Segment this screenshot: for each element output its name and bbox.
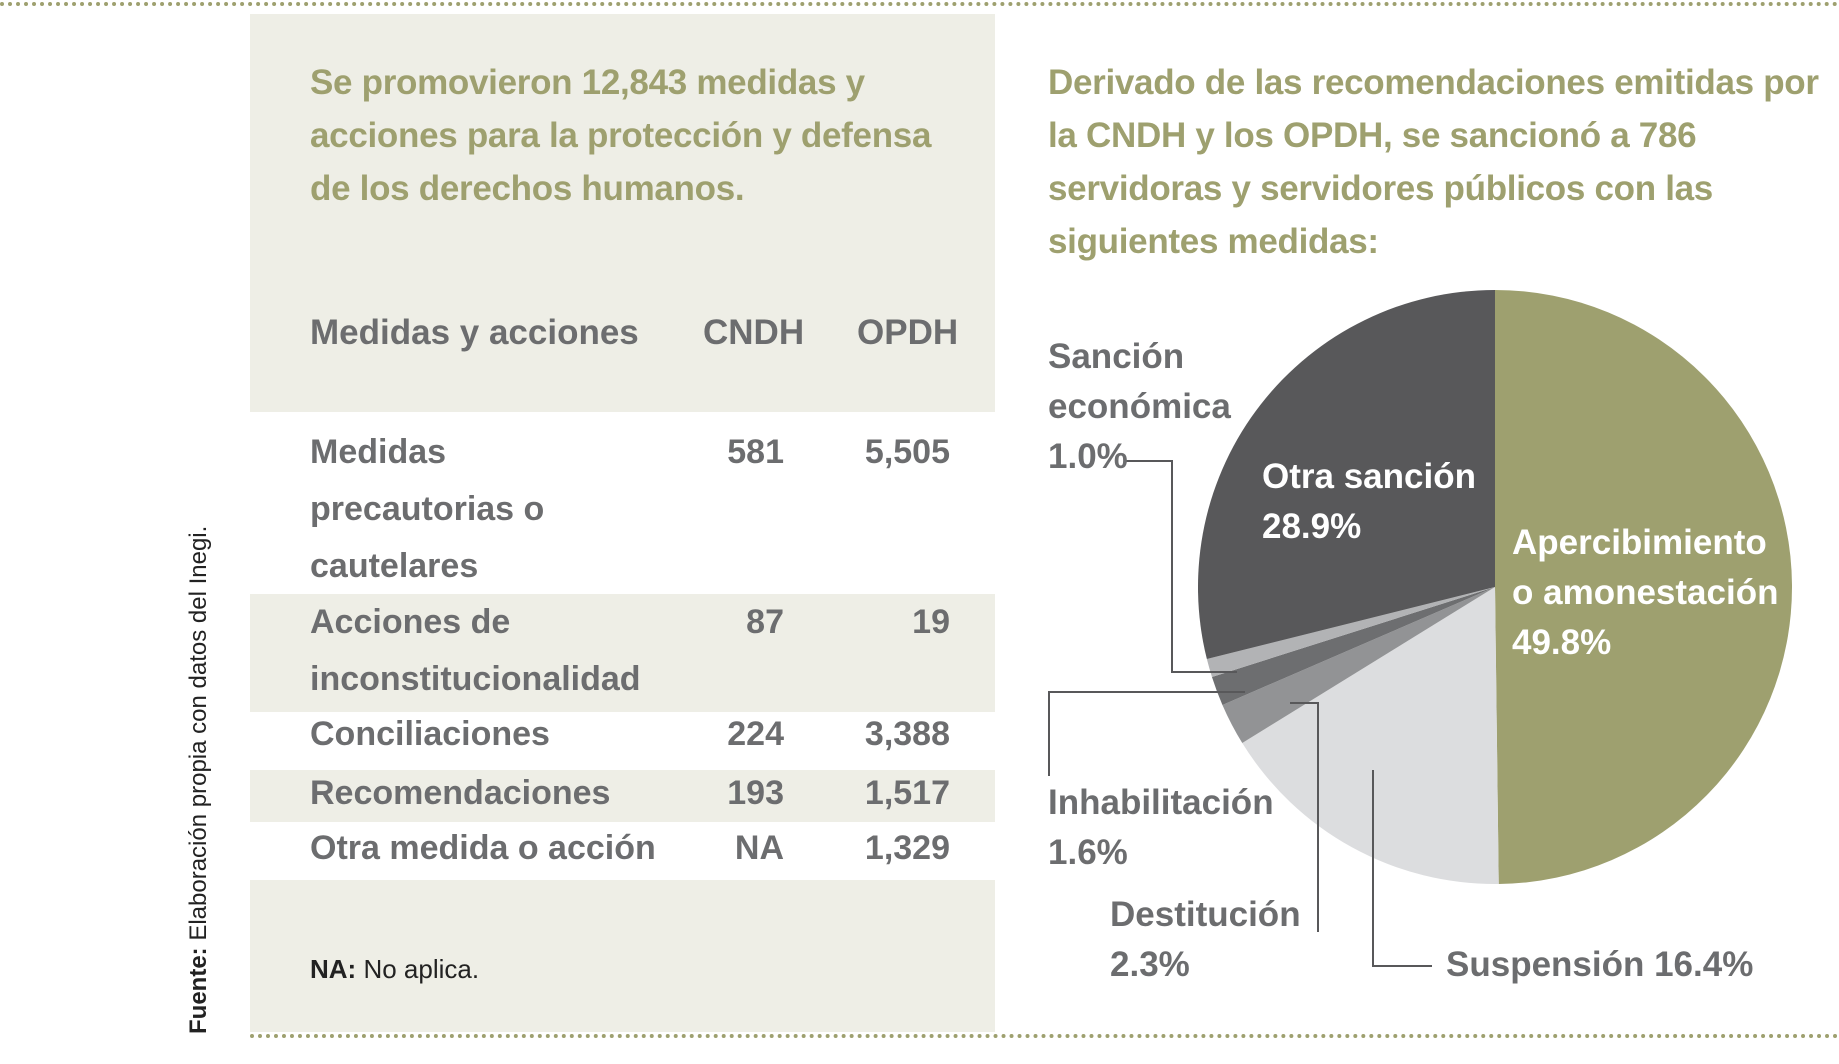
table-row-label-line: inconstitucionalidad <box>310 660 641 698</box>
leader-line <box>1290 702 1319 932</box>
pie-label-line: o amonestación <box>1512 573 1779 612</box>
pie-label-line: 2.3% <box>1110 945 1190 984</box>
table-band-row-2 <box>250 594 995 712</box>
pie-label-line: Inhabilitación <box>1048 783 1274 822</box>
pie-label-line: 49.8% <box>1512 623 1612 662</box>
table-header-measures: Medidas y acciones <box>310 313 639 352</box>
table-cell-cndh: 581 <box>727 433 784 471</box>
pie-slice-suspension <box>1242 587 1499 885</box>
leader-line <box>1124 460 1237 673</box>
table-row-label: Conciliaciones <box>310 706 550 763</box>
table-header-opdh: OPDH <box>857 313 959 352</box>
pie-label-line: Otra sanción <box>1262 457 1476 496</box>
pie-label: Sanción económica 1.0% <box>1048 332 1231 482</box>
table-row-label-line: Acciones de <box>310 603 511 641</box>
table-row-label: Acciones de inconstitucionalidad <box>310 594 641 708</box>
table-cell-opdh: 3,388 <box>864 715 950 753</box>
table-cell-opdh: 19 <box>912 603 950 641</box>
leader-line <box>1372 770 1432 967</box>
pie-label-line: 28.9% <box>1262 507 1362 546</box>
pie-slice-apercibimiento-o-amonestacion <box>1495 290 1793 884</box>
table-row-label-line: Medidas <box>310 433 447 471</box>
pie-label: Apercibimiento o amonestación 49.8% <box>1512 518 1778 668</box>
table-cell-cndh: NA <box>734 829 784 867</box>
table-header-cndh: CNDH <box>703 313 805 352</box>
pie-slice-sancion-economica <box>1206 587 1495 678</box>
table-row-label-line: Otra medida o acción <box>310 829 656 867</box>
table-cell-cndh: 87 <box>746 603 784 641</box>
pie-label-line: Apercibimiento <box>1512 523 1767 562</box>
table-row-label: Otra medida o acción <box>310 820 656 877</box>
table-row-label-line: Recomendaciones <box>310 774 611 812</box>
table-row-label: Medidas precautorias o cautelares <box>310 424 544 595</box>
pie-label-line: Sanción <box>1048 337 1185 376</box>
table-band-row-4 <box>250 770 995 822</box>
table-row-label-line: Conciliaciones <box>310 715 550 753</box>
pie-label-line: económica <box>1048 387 1231 426</box>
pie-label: Suspensión 16.4% <box>1446 940 1753 990</box>
pie-slice-inhabilitacion <box>1211 587 1495 705</box>
pie-label-line: 1.0% <box>1048 437 1128 476</box>
right-headline: Derivado de las recomendaciones emitidas… <box>1048 63 1819 261</box>
pie-label: Destitución 2.3% <box>1110 890 1301 990</box>
table-row-label-line: cautelares <box>310 547 479 585</box>
pie-label-line: Suspensión 16.4% <box>1446 945 1754 984</box>
left-headline: Se promovieron 12,843 medidas y acciones… <box>310 63 932 208</box>
table-cell-opdh: 1,329 <box>864 829 950 867</box>
bottom-dotted-rule <box>250 1034 1839 1038</box>
table-cell-opdh: 5,505 <box>864 433 950 471</box>
table-cell-cndh: 193 <box>727 774 784 812</box>
table-row-label-line: precautorias o <box>310 490 545 528</box>
pie-label: Inhabilitación 1.6% <box>1048 778 1274 878</box>
top-dotted-rule <box>0 2 1839 6</box>
table-cell-opdh: 1,517 <box>864 774 950 812</box>
table-cell-cndh: 224 <box>727 715 784 753</box>
pie-label-line: Destitución <box>1110 895 1301 934</box>
note-na: NA: No aplica. <box>310 954 480 984</box>
leader-line <box>1048 691 1245 776</box>
pie-label-line: 1.6% <box>1048 833 1128 872</box>
pie-slice-otra-sancion <box>1198 290 1495 660</box>
pie-label: Otra sanción 28.9% <box>1262 452 1476 552</box>
table-row-label: Recomendaciones <box>310 765 610 822</box>
